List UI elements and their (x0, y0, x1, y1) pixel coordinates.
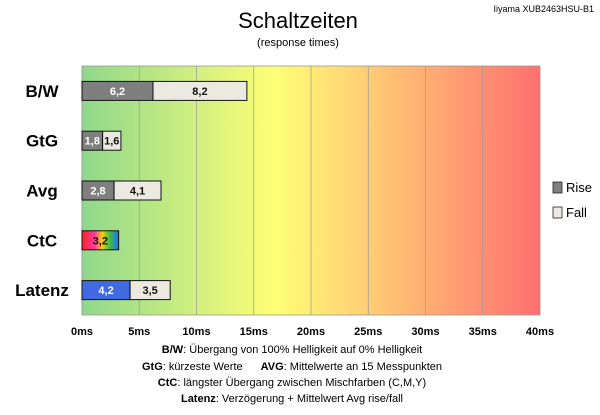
legend-rise-swatch (552, 181, 563, 194)
category-label: Avg (26, 182, 58, 201)
footer-text-gtg: : kürzeste Werte (163, 361, 243, 373)
bar-fall (113, 180, 162, 201)
legend: Rise Fall (552, 180, 592, 220)
category-label: B/W (25, 82, 59, 101)
chart-subtitle: (response times) (257, 37, 339, 49)
bar-fall (129, 280, 171, 301)
bar-rise-label: 3,2 (93, 235, 108, 247)
x-tick-labels: 0ms 5ms 10ms 15ms 20ms 25ms 30ms 35ms 40ms (71, 326, 554, 338)
bar-rise (81, 230, 120, 251)
x-tick-label: 5ms (128, 326, 150, 338)
monitor-model: Iiyama XUB2463HSU-B1 (493, 4, 594, 14)
x-tick-label: 35ms (469, 326, 497, 338)
bar-rise-label: 6,2 (110, 86, 125, 98)
bar-fall-label: 1,6 (104, 136, 119, 148)
bar-rise-label: 1,8 (85, 136, 100, 148)
footer-key-latenz: Latenz (181, 393, 216, 405)
category-label: GtG (26, 132, 58, 151)
footer-notes: B/W: Übergang von 100% Helligkeit auf 0%… (142, 344, 442, 405)
bar-rise-label: 2,8 (90, 186, 105, 198)
bars: 6,2 8,2 1,8 1,6 2,8 4,1 3,2 4,2 3,5 (81, 80, 248, 301)
footer-key-ctc: CtC (158, 377, 178, 389)
bar-fall (152, 80, 248, 101)
footer-key-bw: B/W (162, 344, 184, 356)
footer-line-3: CtC: längster Übergang zwischen Mischfar… (158, 377, 426, 389)
bar-fall (102, 130, 122, 151)
legend-rise-label: Rise (566, 180, 592, 195)
bar-rise-label: 4,2 (98, 285, 113, 297)
x-tick-label: 40ms (526, 326, 554, 338)
x-tick-label: 20ms (297, 326, 325, 338)
x-tick-label: 10ms (182, 326, 210, 338)
footer-key-gtg: GtG (142, 361, 163, 373)
chart-title: Schaltzeiten (238, 8, 358, 33)
footer-text-latenz: : Verzögerung + Mittelwert Avg rise/fall (216, 393, 403, 405)
bar-fall-label: 8,2 (192, 86, 207, 98)
gridlines (81, 66, 541, 315)
footer-line-2: GtG: kürzeste Werte AVG: Mittelwerte an 1… (142, 361, 442, 373)
footer-line-4: Latenz: Verzögerung + Mittelwert Avg ris… (181, 393, 403, 405)
legend-fall-label: Fall (566, 205, 587, 220)
bar-fall-label: 4,1 (130, 186, 145, 198)
x-tick-label: 25ms (354, 326, 382, 338)
footer-text-ctc: : längster Übergang zwischen Mischfarben… (177, 377, 426, 389)
bar-fall-label: 3,5 (142, 285, 157, 297)
footer-text-bw: : Übergang von 100% Helligkeit auf 0% He… (183, 344, 422, 356)
x-tick-label: 15ms (240, 326, 268, 338)
x-tick-label: 30ms (411, 326, 439, 338)
category-label: Latenz (15, 281, 69, 300)
legend-fall-swatch (552, 206, 563, 219)
x-tick-label: 0ms (71, 326, 93, 338)
footer-line-1: B/W: Übergang von 100% Helligkeit auf 0%… (162, 344, 422, 356)
category-labels: B/W GtG Avg CtC Latenz (15, 82, 69, 300)
footer-text-avg: : Mittelwerte an 15 Messpunkten (284, 361, 442, 373)
footer-key-avg: AVG (261, 361, 284, 373)
category-label: CtC (27, 231, 57, 250)
